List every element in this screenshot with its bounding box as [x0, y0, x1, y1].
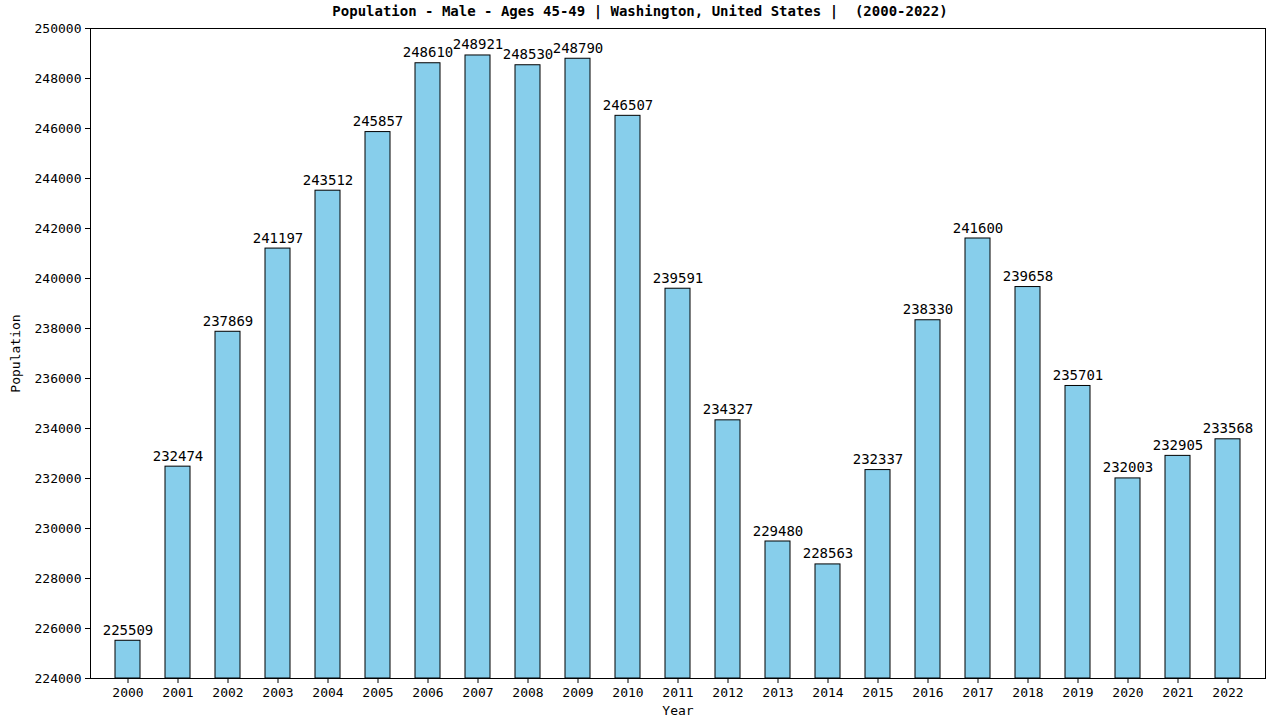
svg-text:241197: 241197 [253, 230, 304, 246]
svg-text:233568: 233568 [1203, 420, 1254, 436]
svg-text:Year: Year [662, 703, 693, 718]
svg-text:2016: 2016 [912, 685, 943, 700]
svg-text:229480: 229480 [753, 523, 804, 539]
svg-text:248000: 248000 [35, 71, 82, 86]
svg-text:232337: 232337 [853, 451, 904, 467]
svg-text:242000: 242000 [35, 221, 82, 236]
svg-text:232003: 232003 [1103, 459, 1154, 475]
svg-text:228000: 228000 [35, 571, 82, 586]
svg-text:2009: 2009 [562, 685, 593, 700]
svg-text:2000: 2000 [112, 685, 143, 700]
svg-text:239658: 239658 [1003, 268, 1054, 284]
svg-text:238330: 238330 [903, 301, 954, 317]
svg-text:244000: 244000 [35, 171, 82, 186]
svg-text:232474: 232474 [153, 448, 204, 464]
svg-text:246000: 246000 [35, 121, 82, 136]
svg-text:234000: 234000 [35, 421, 82, 436]
svg-text:2003: 2003 [262, 685, 293, 700]
svg-text:248530: 248530 [503, 46, 554, 62]
svg-text:2015: 2015 [862, 685, 893, 700]
svg-text:237869: 237869 [203, 313, 254, 329]
svg-text:2010: 2010 [612, 685, 643, 700]
svg-text:2001: 2001 [162, 685, 193, 700]
svg-text:248610: 248610 [403, 44, 454, 60]
svg-text:234327: 234327 [703, 401, 754, 417]
svg-text:241600: 241600 [953, 220, 1004, 236]
svg-text:225509: 225509 [103, 622, 154, 638]
svg-text:2021: 2021 [1162, 685, 1193, 700]
svg-text:2004: 2004 [312, 685, 343, 700]
svg-text:2011: 2011 [662, 685, 693, 700]
svg-text:2018: 2018 [1012, 685, 1043, 700]
svg-text:232905: 232905 [1153, 437, 1204, 453]
svg-text:243512: 243512 [303, 172, 354, 188]
svg-text:246507: 246507 [603, 97, 654, 113]
svg-text:245857: 245857 [353, 113, 404, 129]
svg-text:2013: 2013 [762, 685, 793, 700]
svg-text:2007: 2007 [462, 685, 493, 700]
svg-text:Population: Population [8, 314, 23, 392]
svg-text:235701: 235701 [1053, 367, 1104, 383]
svg-text:2022: 2022 [1212, 685, 1243, 700]
svg-text:2017: 2017 [962, 685, 993, 700]
svg-text:230000: 230000 [35, 521, 82, 536]
svg-text:2020: 2020 [1112, 685, 1143, 700]
svg-text:2019: 2019 [1062, 685, 1093, 700]
svg-text:250000: 250000 [35, 22, 82, 36]
svg-text:226000: 226000 [35, 621, 82, 636]
svg-text:228563: 228563 [803, 545, 854, 561]
svg-text:2008: 2008 [512, 685, 543, 700]
svg-text:239591: 239591 [653, 270, 704, 286]
svg-text:2002: 2002 [212, 685, 243, 700]
svg-text:232000: 232000 [35, 471, 82, 486]
svg-text:224000: 224000 [35, 671, 82, 686]
svg-text:2005: 2005 [362, 685, 393, 700]
svg-text:248921: 248921 [453, 36, 504, 52]
svg-text:240000: 240000 [35, 271, 82, 286]
svg-text:248790: 248790 [553, 40, 604, 56]
svg-text:2006: 2006 [412, 685, 443, 700]
html-text:Population - Male - Ages 45-49: Population - Male - Ages 45-49 | Washing… [332, 3, 948, 19]
svg-text:236000: 236000 [35, 371, 82, 386]
svg-text:2012: 2012 [712, 685, 743, 700]
svg-text:238000: 238000 [35, 321, 82, 336]
svg-text:2014: 2014 [812, 685, 843, 700]
